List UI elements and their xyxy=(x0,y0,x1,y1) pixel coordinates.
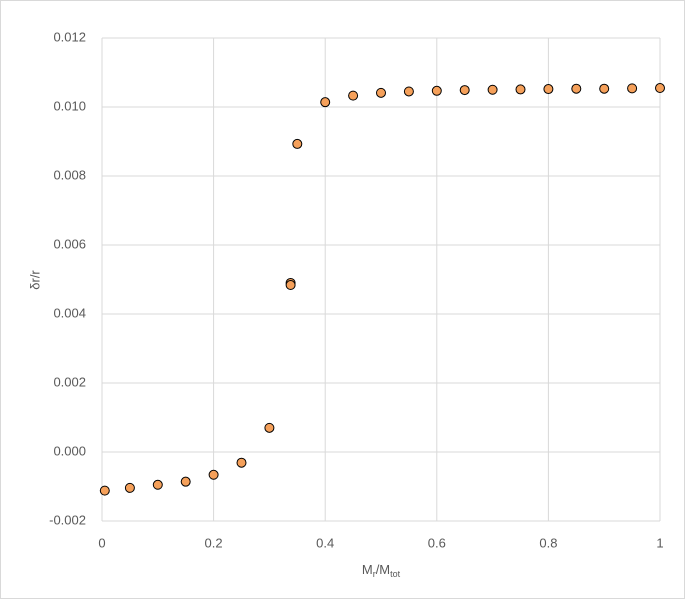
x-tick-label: 0.8 xyxy=(539,535,557,550)
data-point xyxy=(208,469,219,480)
x-tick-label: 0.2 xyxy=(205,535,223,550)
x-tick-label: 0.6 xyxy=(428,535,446,550)
data-point xyxy=(655,83,665,94)
x-label-sub: r xyxy=(373,569,376,579)
data-point xyxy=(264,422,275,433)
x-tick-label: 1 xyxy=(656,535,663,550)
data-point xyxy=(99,485,110,496)
data-point xyxy=(180,476,191,487)
data-point xyxy=(376,87,386,98)
x-label-part: M xyxy=(362,562,373,577)
data-point xyxy=(285,280,296,291)
data-point xyxy=(236,457,247,468)
x-tick-label: 0.4 xyxy=(316,535,334,550)
y-tick-label: 0.004 xyxy=(53,305,86,320)
data-point xyxy=(459,85,470,96)
data-point xyxy=(515,84,526,95)
y-tick-label: 0.012 xyxy=(53,29,86,44)
data-point xyxy=(627,83,638,94)
data-point xyxy=(543,84,554,95)
y-tick-label: 0.002 xyxy=(53,374,86,389)
data-point xyxy=(599,83,610,94)
data-point xyxy=(431,85,442,96)
data-point xyxy=(152,479,163,490)
data-point xyxy=(320,97,331,108)
x-tick-label: 0 xyxy=(98,535,105,550)
x-axis-label: Mr/Mtot xyxy=(362,562,401,579)
x-label-sub: tot xyxy=(390,569,401,579)
data-point xyxy=(124,482,135,493)
data-point xyxy=(403,86,414,97)
data-point xyxy=(571,83,582,94)
data-point xyxy=(292,138,303,149)
data-point xyxy=(487,84,498,95)
y-tick-label: -0.002 xyxy=(49,512,86,527)
y-tick-label: 0.008 xyxy=(53,167,86,182)
x-label-part: /M xyxy=(376,562,390,577)
data-point xyxy=(348,90,359,101)
y-axis-label: δr/r xyxy=(27,270,42,290)
y-tick-label: 0.000 xyxy=(53,443,86,458)
y-tick-label: 0.010 xyxy=(53,98,86,113)
y-tick-label: 0.006 xyxy=(53,236,86,251)
